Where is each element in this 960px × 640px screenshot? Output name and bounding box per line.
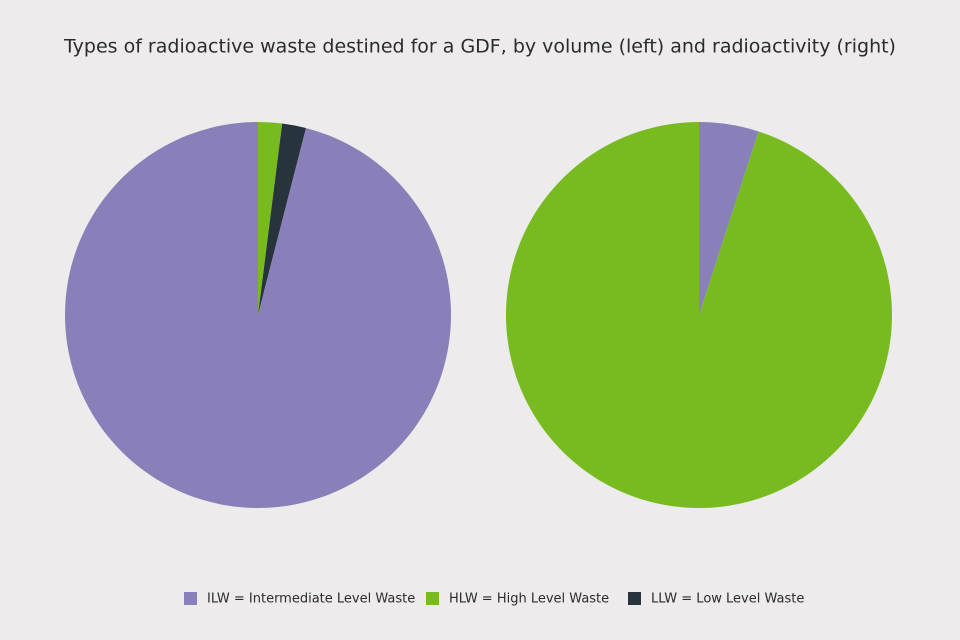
legend-label: ILW = Intermediate Level Waste: [207, 592, 415, 607]
legend-swatch: [184, 592, 197, 605]
pie-slice: [258, 122, 283, 315]
legend-label: HLW = High Level Waste: [449, 592, 609, 607]
legend-swatch: [426, 592, 439, 605]
legend-swatch: [628, 592, 641, 605]
pie-slice: [699, 122, 759, 315]
legend-label: LLW = Low Level Waste: [651, 592, 804, 607]
pie-slice: [506, 122, 892, 509]
pie-slice: [258, 123, 306, 315]
chart-title: Types of radioactive waste destined for …: [63, 36, 896, 58]
pie-slice: [65, 122, 452, 508]
